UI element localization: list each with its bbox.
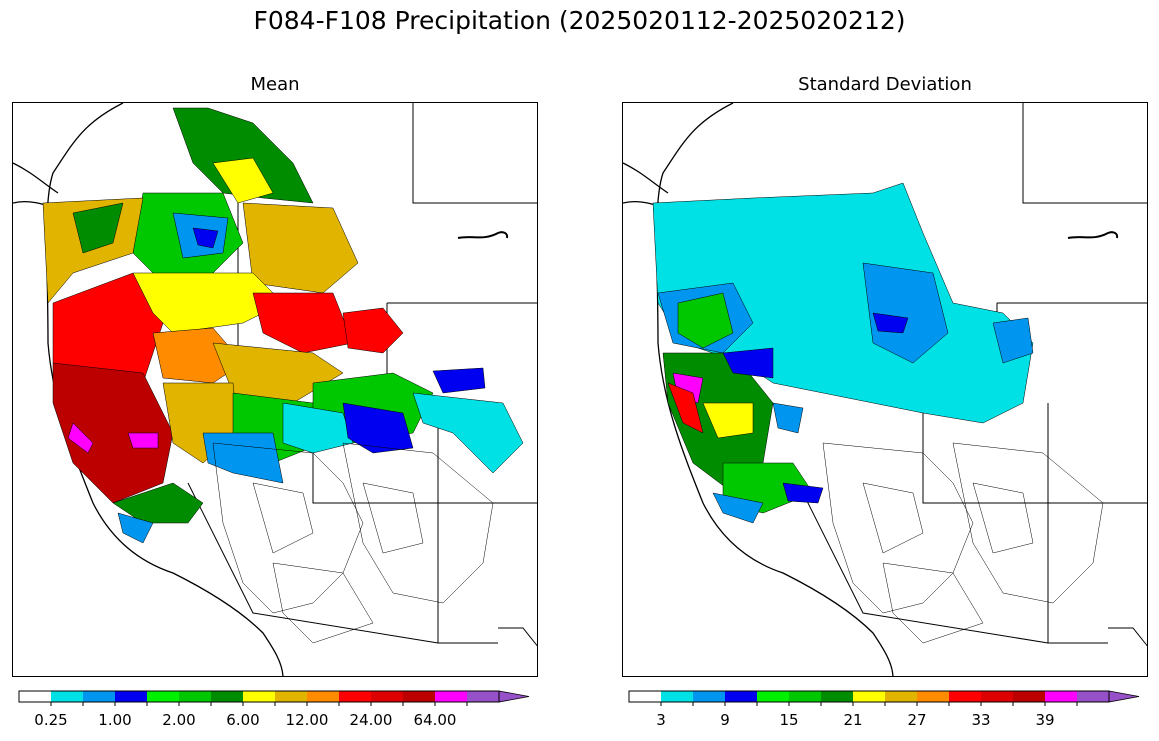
colorbar-segment: [1013, 691, 1045, 702]
figure-title: F084-F108 Precipitation (2025020112-2025…: [253, 6, 906, 35]
colorbar-tick-label: 33: [971, 711, 991, 729]
std-panel-title: Standard Deviation: [798, 74, 972, 95]
colorbar-outline: [18, 690, 500, 703]
colorbar-extend-arrow: [498, 690, 530, 703]
colorbar-segment: [661, 691, 693, 702]
colorbar-segment: [789, 691, 821, 702]
colorbar-segment: [179, 691, 211, 702]
colorbar-segment: [981, 691, 1013, 702]
colorbar-segment: [821, 691, 853, 702]
colorbar-tick-label: 21: [843, 711, 863, 729]
colorbar-tick-label: 3: [656, 711, 666, 729]
colorbar-tick-label: 1.00: [98, 711, 132, 729]
colorbar-segment: [435, 691, 467, 702]
colorbar-segment: [885, 691, 917, 702]
colorbar-segment: [693, 691, 725, 702]
colorbar-segment: [725, 691, 757, 702]
colorbar-segment: [371, 691, 403, 702]
colorbar-segment: [757, 691, 789, 702]
colorbar-segment: [83, 691, 115, 702]
mean-map: [12, 102, 538, 677]
colorbar-segment: [211, 691, 243, 702]
colorbar-segment: [147, 691, 179, 702]
colorbar-tick-label: 39: [1035, 711, 1055, 729]
std-map: [622, 102, 1148, 677]
colorbar-segment: [853, 691, 885, 702]
colorbar-tick-label: 64.00: [413, 711, 457, 729]
colorbar-segment: [275, 691, 307, 702]
colorbar-tick-label: 0.25: [34, 711, 68, 729]
mean-colorbar: [18, 689, 530, 725]
colorbar-tick-label: 15: [779, 711, 799, 729]
mean-panel-title: Mean: [250, 74, 300, 95]
colorbar-segment: [115, 691, 147, 702]
colorbar-tick-label: 24.00: [349, 711, 393, 729]
colorbar-tick-label: 9: [720, 711, 730, 729]
std-colorbar: [628, 689, 1140, 725]
colorbar-segment: [403, 691, 435, 702]
colorbar-segment: [1045, 691, 1077, 702]
colorbar-segment: [243, 691, 275, 702]
colorbar-segment: [307, 691, 339, 702]
colorbar-segment: [917, 691, 949, 702]
colorbar-tick-label: 2.00: [162, 711, 196, 729]
colorbar-segment: [629, 691, 661, 702]
colorbar-tick-label: 27: [907, 711, 927, 729]
colorbar-tick-label: 6.00: [226, 711, 260, 729]
colorbar-segment: [339, 691, 371, 702]
colorbar-segment: [19, 691, 51, 702]
colorbar-segment: [949, 691, 981, 702]
colorbar-segment: [467, 691, 499, 702]
colorbar-extend-arrow: [1108, 690, 1140, 703]
colorbar-outline: [628, 690, 1110, 703]
colorbar-tick-label: 12.00: [285, 711, 329, 729]
colorbar-segment: [51, 691, 83, 702]
colorbar-segment: [1077, 691, 1109, 702]
